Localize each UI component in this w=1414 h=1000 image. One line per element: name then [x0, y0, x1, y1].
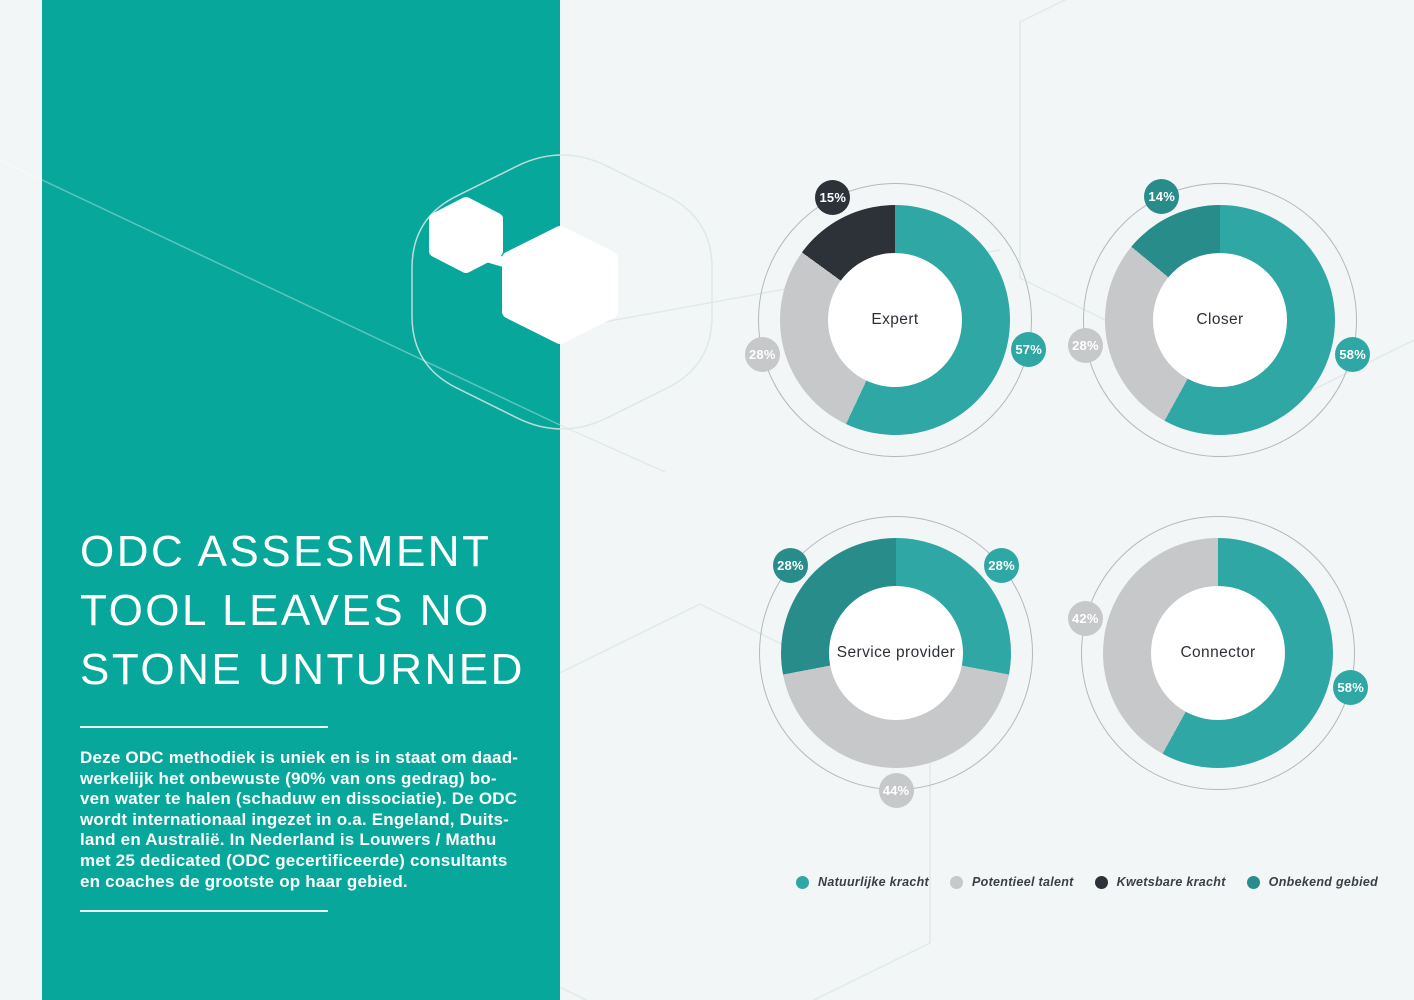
orbit-circle: [1081, 516, 1355, 790]
percent-badge: 57%: [1011, 332, 1047, 368]
title-separator-line: [80, 726, 328, 728]
legend-dot-gray: [950, 875, 963, 889]
legend-dot-teal: [796, 875, 809, 889]
donut-chart-expert: Expert 57% 28% 15%: [744, 180, 1047, 460]
percent-badge: 14%: [1144, 178, 1180, 214]
donut-chart-connector: Connector 58% 42%: [1067, 513, 1369, 793]
donut-chart-closer: Closer 58% 28% 14%: [1067, 178, 1371, 460]
intro-paragraph: Deze ODC methodiek is uniek en is in sta…: [80, 748, 519, 891]
donut-hole: Closer: [1153, 253, 1287, 387]
percent-badge: 28%: [744, 336, 780, 372]
donut-hole: Service provider: [829, 586, 963, 720]
percent-badge: 42%: [1067, 601, 1103, 637]
percent-badge: 58%: [1335, 336, 1371, 372]
legend-label: Potentieel talent: [972, 875, 1074, 889]
footer-separator-line: [80, 910, 328, 912]
percent-badge: 28%: [1067, 328, 1103, 364]
donut-hole: Connector: [1151, 586, 1285, 720]
legend-dot-darkteal: [1246, 875, 1260, 889]
percent-badge: 15%: [815, 180, 851, 216]
decor-line: [559, 424, 666, 473]
donut-chart-service-provider: Service provider 28% 44% 28%: [756, 513, 1036, 808]
percent-badge: 28%: [772, 548, 808, 584]
donut-center-label: Service provider: [836, 644, 956, 661]
orbit-circle: [758, 183, 1032, 457]
legend-label: Natuurlijke kracht: [818, 875, 929, 889]
percent-badge: 58%: [1333, 669, 1369, 705]
chart-legend: Natuurlijke kracht Potentieel talent Kwe…: [796, 868, 1378, 896]
legend-item-kwetsbare-kracht: Kwetsbare kracht: [1094, 875, 1226, 889]
sidebar: ODC ASSESMENT TOOL LEAVES NO STONE UNTUR…: [42, 0, 560, 1000]
donut-center-label: Closer: [1196, 311, 1244, 328]
percent-badge: 28%: [984, 548, 1020, 584]
donut-center-label: Expert: [871, 311, 919, 328]
percent-badge: 44%: [878, 772, 914, 808]
legend-dot-dark: [1094, 875, 1108, 889]
legend-item-potentieel-talent: Potentieel talent: [950, 875, 1074, 889]
legend-item-onbekend-gebied: Onbekend gebied: [1246, 875, 1379, 889]
orbit-circle: [1083, 183, 1357, 457]
donut-hole: Expert: [828, 253, 962, 387]
page-title: ODC ASSESMENT TOOL LEAVES NO STONE UNTUR…: [80, 527, 525, 694]
donut-center-label: Connector: [1180, 644, 1256, 661]
legend-item-natuurlijke-kracht: Natuurlijke kracht: [796, 875, 929, 889]
legend-label: Onbekend gebied: [1268, 875, 1379, 889]
legend-label: Kwetsbare kracht: [1116, 875, 1226, 889]
